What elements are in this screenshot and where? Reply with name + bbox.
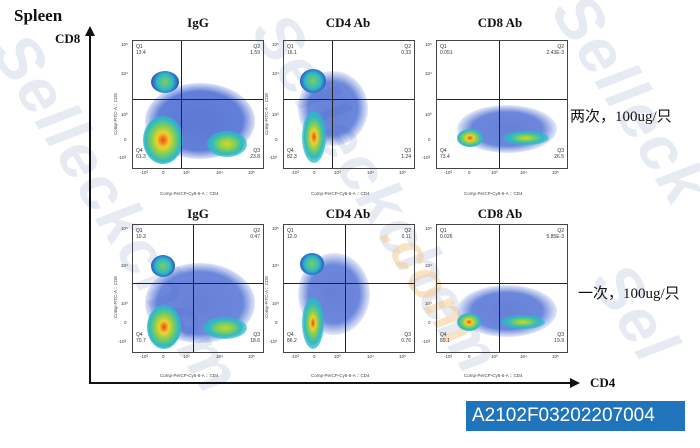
- y-axis-title: Comp-FITC-A :: CD8: [113, 93, 118, 135]
- plot-title: CD8 Ab: [477, 15, 523, 30]
- flow-plot-cd4ab-twice: Q1 16.1 Q2 0.33 Q4 82.3 Q3 1.24: [283, 40, 415, 169]
- y-axis-title: Comp-FITC-A :: CD8: [264, 93, 269, 135]
- plot-title: CD4 Ab: [325, 15, 371, 30]
- flow-plot-igg-once: Q1 10.3 Q2 0.47 Q4 70.7 Q3 18.6: [132, 224, 264, 353]
- tissue-label: Spleen: [14, 6, 63, 25]
- flow-plot-cd8ab-twice: Q1 0.051 Q2 2.43E-3 Q4 73.4 Q3 26.5: [436, 40, 568, 169]
- y-axis-title: Comp-FITC-A :: CD8: [264, 276, 269, 318]
- x-axis-title: Comp-PerCP-Cy5-5-A :: CD4: [160, 373, 219, 378]
- plot-title: IgG: [187, 15, 209, 30]
- x-axis-title: Comp-PerCP-Cy5-5-A :: CD4: [311, 373, 370, 378]
- y-axis-title: Comp-FITC-A :: CD8: [113, 276, 118, 318]
- plot-title: IgG: [187, 206, 209, 221]
- row-label-once: 一次，100ug/只: [578, 286, 680, 302]
- x-axis-label: CD4: [590, 375, 616, 390]
- arrow-right-icon: [570, 378, 580, 388]
- row-label-twice: 两次，100ug/只: [570, 109, 672, 125]
- watermark: Sel: [578, 250, 694, 376]
- x-axis-line: [89, 382, 571, 384]
- flow-plot-cd8ab-once: Q1 0.026 Q2 5.85E-3 Q4 80.1 Q3 19.9: [436, 224, 568, 353]
- arrow-up-icon: [85, 26, 95, 36]
- flow-plot-cd4ab-once: Q1 12.9 Q2 0.11 Q4 86.2 Q3 0.76: [283, 224, 415, 353]
- plot-title: CD8 Ab: [477, 206, 523, 221]
- x-axis-title: Comp-PerCP-Cy5-5-A :: CD4: [464, 191, 523, 196]
- y-axis-line: [89, 34, 91, 384]
- plot-title: CD4 Ab: [325, 206, 371, 221]
- catalog-code-badge: A2102F03202207004: [466, 401, 685, 431]
- flow-plot-igg-twice: Q1 13.4 Q2 1.59 Q4 61.3 Q3 23.8: [132, 40, 264, 169]
- x-axis-title: Comp-PerCP-Cy5-5-A :: CD4: [464, 373, 523, 378]
- x-axis-title: Comp-PerCP-Cy5-5-A :: CD4: [311, 191, 370, 196]
- x-axis-title: Comp-PerCP-Cy5-5-A :: CD4: [160, 191, 219, 196]
- y-axis-label: CD8: [55, 31, 81, 46]
